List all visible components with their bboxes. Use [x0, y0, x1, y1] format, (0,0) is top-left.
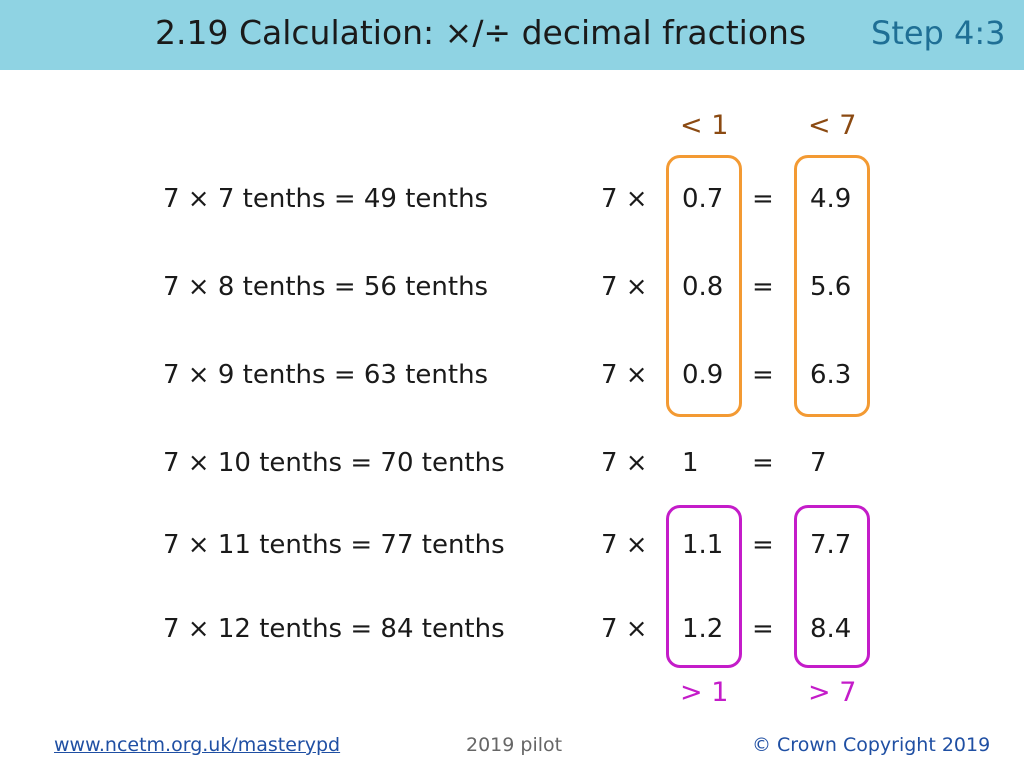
multiplier-row-4: 7 × [601, 448, 648, 478]
factor-row-4: 1 [682, 448, 699, 478]
pilot-label: 2019 pilot [466, 734, 563, 756]
equals-row-3: = [752, 360, 774, 390]
statement-row-2: 7 × 8 tenths = 56 tenths [163, 272, 489, 302]
copyright-label: © Crown Copyright 2019 [752, 734, 991, 756]
product-row-4: 7 [810, 448, 827, 478]
factor-row-6: 1.2 [682, 614, 724, 644]
factor-row-3: 0.9 [682, 360, 724, 390]
statement-row-6: 7 × 12 tenths = 84 tenths [163, 614, 505, 644]
page-title: 2.19 Calculation: ×/÷ decimal fractions [155, 13, 807, 52]
statement-row-5: 7 × 11 tenths = 77 tenths [163, 530, 505, 560]
product-row-3: 6.3 [810, 360, 852, 390]
equals-row-6: = [752, 614, 774, 644]
header-bar [0, 0, 1024, 70]
factor-greater-box [666, 505, 742, 668]
factor-less-than-label: < 1 [680, 110, 729, 141]
factor-row-1: 0.7 [682, 184, 724, 214]
product-less-box [794, 155, 870, 417]
multiplier-row-2: 7 × [601, 272, 648, 302]
product-less-than-label: < 7 [808, 110, 857, 141]
product-greater-box [794, 505, 870, 668]
factor-greater-than-label: > 1 [680, 677, 729, 708]
product-greater-than-label: > 7 [808, 677, 857, 708]
equals-row-4: = [752, 448, 774, 478]
equals-row-1: = [752, 184, 774, 214]
multiplier-row-1: 7 × [601, 184, 648, 214]
product-row-2: 5.6 [810, 272, 852, 302]
product-row-5: 7.7 [810, 530, 852, 560]
equals-row-5: = [752, 530, 774, 560]
multiplier-row-6: 7 × [601, 614, 648, 644]
multiplier-row-5: 7 × [601, 530, 648, 560]
statement-row-1: 7 × 7 tenths = 49 tenths [163, 184, 489, 214]
product-row-1: 4.9 [810, 184, 852, 214]
step-label: Step 4:3 [871, 14, 1006, 52]
statement-row-4: 7 × 10 tenths = 70 tenths [163, 448, 505, 478]
multiplier-row-3: 7 × [601, 360, 648, 390]
statement-row-3: 7 × 9 tenths = 63 tenths [163, 360, 489, 390]
equals-row-2: = [752, 272, 774, 302]
ncetm-link[interactable]: www.ncetm.org.uk/masterypd [54, 734, 341, 756]
factor-row-2: 0.8 [682, 272, 724, 302]
product-row-6: 8.4 [810, 614, 852, 644]
factor-less-box [666, 155, 742, 417]
factor-row-5: 1.1 [682, 530, 724, 560]
